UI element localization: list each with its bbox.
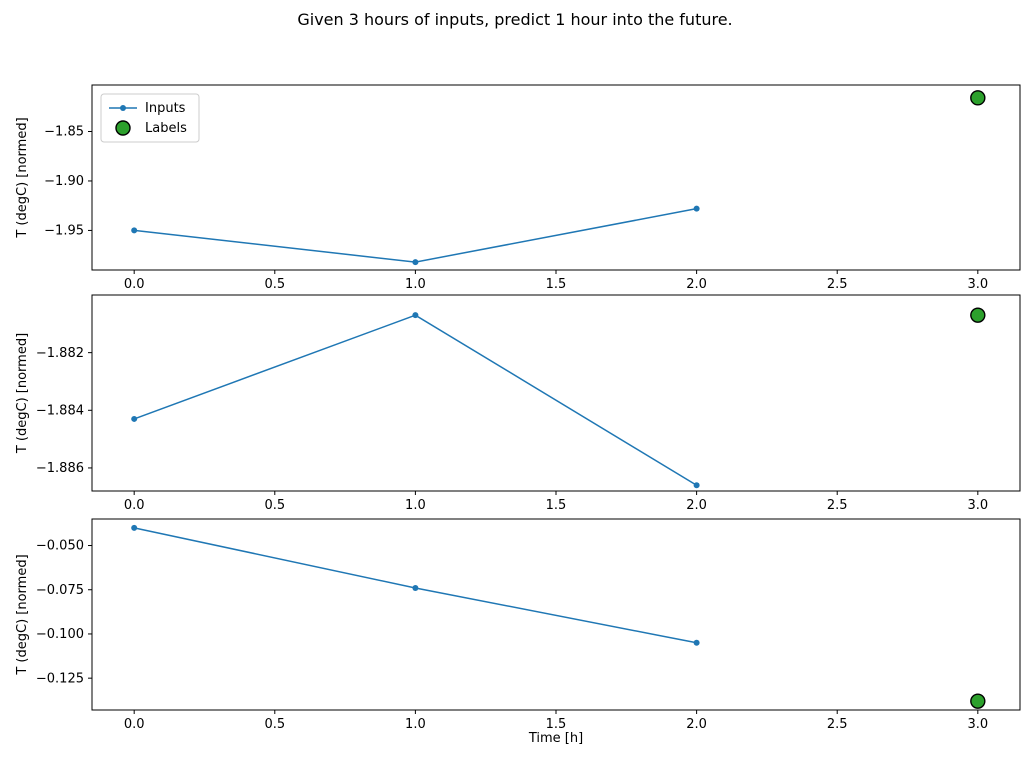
x-tick-label: 2.5: [827, 498, 848, 513]
y-axis-label: T (degC) [normed]: [15, 333, 30, 454]
x-tick-label: 1.5: [546, 277, 567, 292]
inputs-marker: [412, 584, 419, 591]
subplot-3: 0.0 0.5 1.0 1.5 2.0 2.5 3.0 −0.050 −0.075 −0.100 −…: [15, 518, 1021, 746]
y-tick-label: −1.90: [44, 174, 84, 189]
x-tick-label: 3.0: [967, 498, 988, 513]
axes-frame: [91, 84, 1021, 271]
inputs-marker: [412, 312, 419, 319]
x-tick-label: 0.0: [124, 498, 145, 513]
x-tick-label: 0.0: [124, 277, 145, 292]
inputs-marker: [412, 259, 419, 266]
subplot-2: 0.0 0.5 1.0 1.5 2.0 2.5 3.0 −1.882 −1.884 −1.886 T…: [15, 294, 1021, 513]
x-axis-label: Time [h]: [528, 731, 583, 746]
y-axis-label: T (degC) [normed]: [15, 117, 30, 238]
x-tick-label: 0.5: [264, 498, 285, 513]
inputs-marker: [131, 524, 138, 531]
inputs-marker: [131, 227, 138, 234]
y-tick-label: −0.075: [36, 583, 84, 598]
y-tick-label: −0.125: [36, 671, 84, 686]
inputs-marker: [693, 639, 700, 646]
x-tick-label: 2.5: [827, 277, 848, 292]
inputs-line: [133, 314, 697, 486]
y-tick-label: −0.050: [36, 539, 84, 554]
subplot-1: 0.0 0.5 1.0 1.5 2.0 2.5 3.0 −1.85 −1.90 −1.95 T (d…: [15, 84, 1021, 292]
x-tick-label: 2.0: [686, 717, 707, 732]
y-axis-label: T (degC) [normed]: [15, 554, 30, 675]
y-tick-label: −1.85: [44, 125, 84, 140]
legend-inputs-marker: [120, 105, 126, 111]
inputs-line: [134, 207, 697, 263]
x-tick-label: 1.0: [405, 498, 426, 513]
legend: Inputs Labels: [100, 93, 200, 143]
x-tick-label: 3.0: [967, 277, 988, 292]
axes-frame: [91, 518, 1021, 711]
x-tick-label: 0.5: [264, 277, 285, 292]
legend-labels-marker: [115, 120, 131, 136]
x-tick-label: 0.0: [124, 717, 145, 732]
x-tick-label: 2.5: [827, 717, 848, 732]
x-tick-label: 1.5: [546, 498, 567, 513]
x-tick-label: 3.0: [967, 717, 988, 732]
legend-entry-label: Labels: [145, 121, 187, 136]
y-tick-label: −0.100: [36, 627, 84, 642]
labels-marker: [970, 693, 986, 709]
labels-marker: [970, 307, 986, 323]
y-tick-label: −1.884: [36, 403, 84, 418]
y-tick-label: −1.882: [36, 346, 84, 361]
inputs-marker: [693, 482, 700, 489]
x-tick-label: 2.0: [686, 498, 707, 513]
y-tick-label: −1.886: [36, 461, 84, 476]
x-tick-label: 0.5: [264, 717, 285, 732]
inputs-marker: [131, 415, 138, 422]
x-tick-label: 1.0: [405, 277, 426, 292]
axes-frame: [91, 294, 1021, 492]
x-tick-label: 1.0: [405, 717, 426, 732]
x-tick-label: 2.0: [686, 277, 707, 292]
legend-entry-label: Inputs: [145, 101, 186, 116]
labels-marker: [970, 90, 986, 106]
figure-title: Given 3 hours of inputs, predict 1 hour …: [297, 10, 733, 29]
inputs-marker: [693, 205, 700, 212]
x-tick-label: 1.5: [546, 717, 567, 732]
y-tick-label: −1.95: [44, 224, 84, 239]
